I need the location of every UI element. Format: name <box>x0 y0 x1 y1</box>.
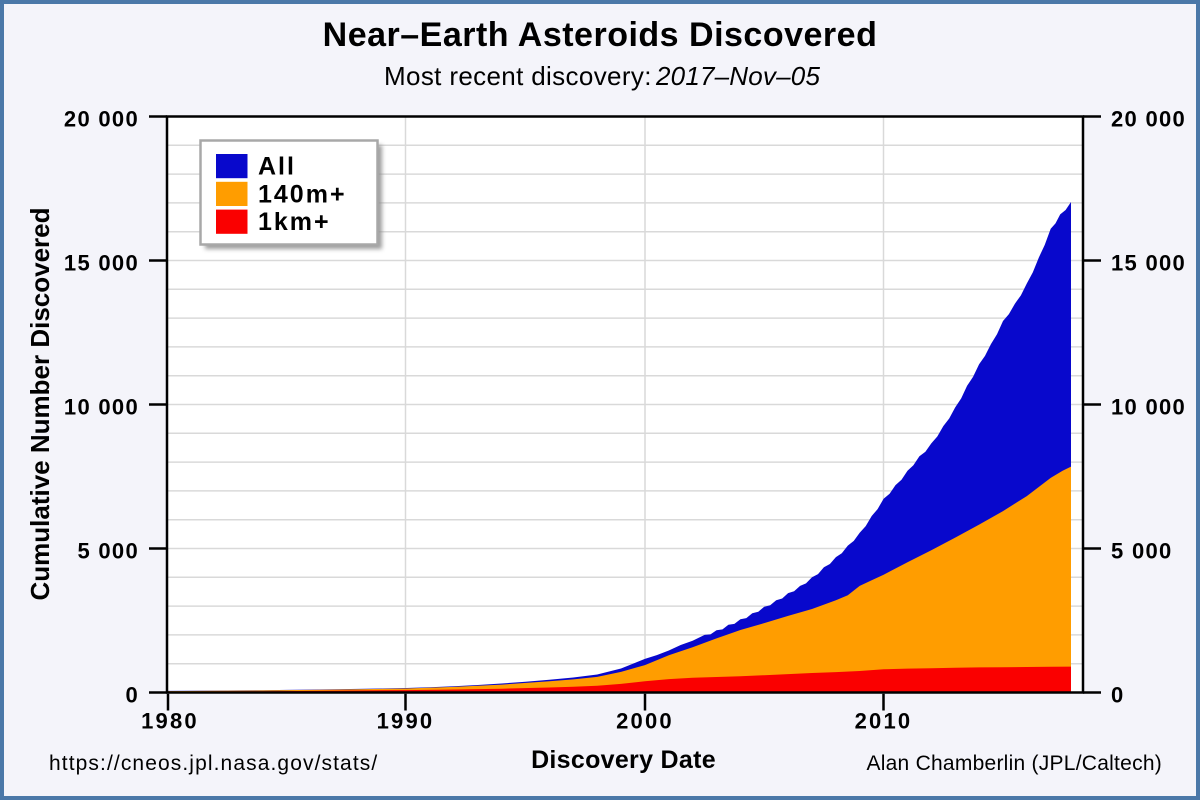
svg-text:5 000: 5 000 <box>77 539 139 564</box>
svg-text:1km+: 1km+ <box>258 208 331 236</box>
svg-text:Near–Earth Asteroids Discovere: Near–Earth Asteroids Discovered <box>323 16 878 54</box>
svg-text:15 000: 15 000 <box>64 251 139 276</box>
svg-text:https://cneos.jpl.nasa.gov/sta: https://cneos.jpl.nasa.gov/stats/ <box>49 752 378 775</box>
svg-text:5 000: 5 000 <box>1111 539 1173 564</box>
svg-text:20 000: 20 000 <box>1111 107 1186 132</box>
svg-text:Alan Chamberlin (JPL/Caltech): Alan Chamberlin (JPL/Caltech) <box>866 752 1162 775</box>
svg-text:10 000: 10 000 <box>1111 395 1186 420</box>
svg-text:15 000: 15 000 <box>1111 251 1186 276</box>
svg-text:All: All <box>258 153 296 181</box>
svg-text:1990: 1990 <box>377 709 435 734</box>
svg-text:0: 0 <box>1111 683 1125 708</box>
svg-text:1980: 1980 <box>141 709 199 734</box>
svg-text:Cumulative Number Discovered: Cumulative Number Discovered <box>25 207 55 600</box>
svg-text:Most recent discovery:: Most recent discovery: <box>384 61 652 91</box>
svg-text:10 000: 10 000 <box>64 395 139 420</box>
svg-text:2017–Nov–05: 2017–Nov–05 <box>655 61 820 91</box>
svg-text:2000: 2000 <box>616 709 674 734</box>
svg-text:20 000: 20 000 <box>64 107 139 132</box>
svg-text:Discovery Date: Discovery Date <box>531 746 716 774</box>
svg-text:0: 0 <box>125 683 139 708</box>
svg-text:2010: 2010 <box>855 709 913 734</box>
svg-text:140m+: 140m+ <box>258 180 347 208</box>
